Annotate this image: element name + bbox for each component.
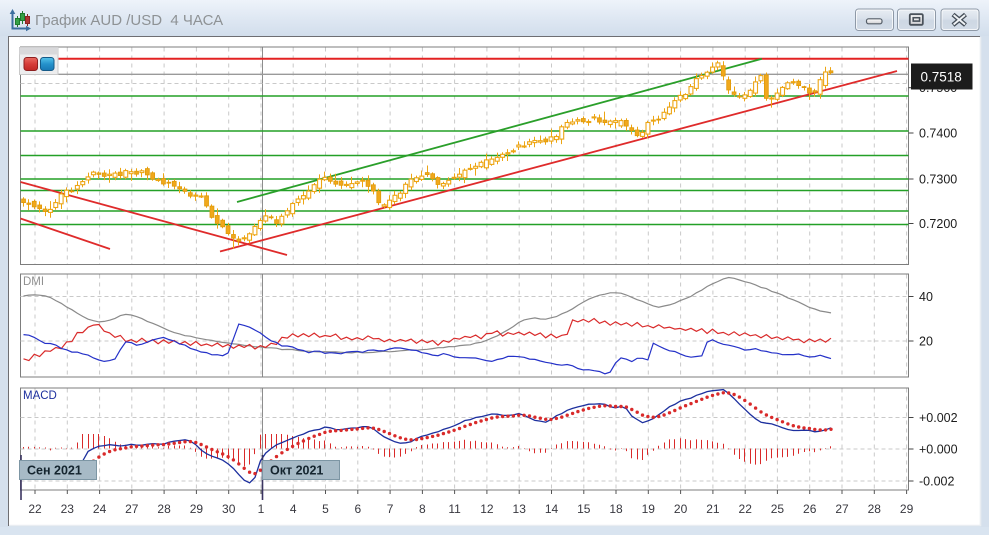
svg-text:28: 28 — [868, 502, 882, 516]
svg-text:0.7518: 0.7518 — [921, 70, 962, 85]
svg-text:MACD: MACD — [23, 390, 57, 402]
svg-text:23: 23 — [61, 502, 75, 516]
svg-text:29: 29 — [190, 502, 204, 516]
svg-text:40: 40 — [919, 290, 933, 304]
svg-text:30: 30 — [222, 502, 236, 516]
svg-text:20: 20 — [919, 335, 933, 349]
svg-text:20: 20 — [674, 502, 688, 516]
svg-text:13: 13 — [513, 502, 527, 516]
svg-text:22: 22 — [28, 502, 42, 516]
svg-text:14: 14 — [545, 502, 559, 516]
svg-text:25: 25 — [771, 502, 785, 516]
svg-text:DMI: DMI — [23, 276, 44, 288]
svg-text:0.7400: 0.7400 — [919, 127, 957, 141]
svg-text:22: 22 — [739, 502, 753, 516]
svg-text:+0.002: +0.002 — [919, 411, 958, 425]
svg-text:27: 27 — [125, 502, 139, 516]
svg-text:12: 12 — [480, 502, 494, 516]
svg-text:18: 18 — [609, 502, 623, 516]
svg-text:Сен 2021: Сен 2021 — [27, 464, 82, 478]
svg-text:-0.002: -0.002 — [919, 475, 954, 489]
svg-text:6: 6 — [354, 502, 361, 516]
svg-text:27: 27 — [835, 502, 849, 516]
svg-text:8: 8 — [419, 502, 426, 516]
svg-text:0.7200: 0.7200 — [919, 217, 957, 231]
svg-text:4: 4 — [290, 502, 297, 516]
svg-text:7: 7 — [387, 502, 394, 516]
svg-text:Окт 2021: Окт 2021 — [270, 464, 323, 478]
svg-text:19: 19 — [642, 502, 656, 516]
svg-text:1: 1 — [258, 502, 265, 516]
svg-text:0.7300: 0.7300 — [919, 173, 957, 187]
svg-text:28: 28 — [157, 502, 171, 516]
svg-text:5: 5 — [322, 502, 329, 516]
svg-text:+0.000: +0.000 — [919, 443, 958, 457]
svg-text:11: 11 — [448, 502, 461, 516]
svg-text:29: 29 — [900, 502, 914, 516]
svg-text:График AUD /USD 4 ЧАСА: График AUD /USD 4 ЧАСА — [35, 12, 223, 29]
svg-text:15: 15 — [577, 502, 591, 516]
svg-text:24: 24 — [93, 502, 107, 516]
svg-text:26: 26 — [803, 502, 817, 516]
svg-text:21: 21 — [706, 502, 720, 516]
